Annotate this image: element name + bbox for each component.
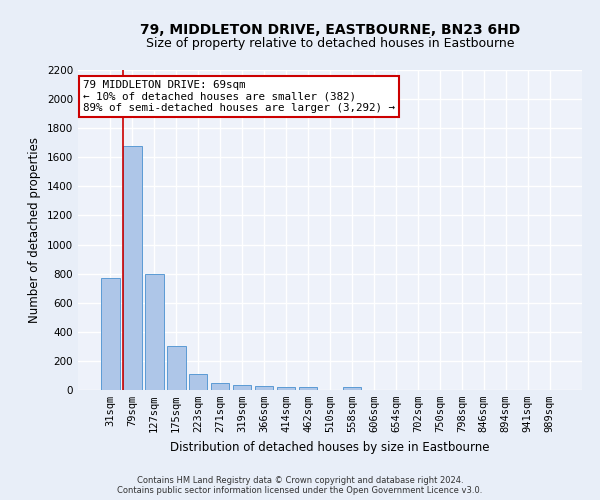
Bar bbox=[167, 346, 185, 390]
Bar bbox=[255, 386, 274, 390]
Text: Size of property relative to detached houses in Eastbourne: Size of property relative to detached ho… bbox=[146, 38, 514, 51]
Bar bbox=[233, 385, 251, 390]
Bar bbox=[277, 387, 295, 390]
Bar bbox=[101, 278, 119, 390]
Bar bbox=[189, 374, 208, 390]
Text: Contains HM Land Registry data © Crown copyright and database right 2024.
Contai: Contains HM Land Registry data © Crown c… bbox=[118, 476, 482, 495]
Text: 79, MIDDLETON DRIVE, EASTBOURNE, BN23 6HD: 79, MIDDLETON DRIVE, EASTBOURNE, BN23 6H… bbox=[140, 22, 520, 36]
Bar bbox=[299, 387, 317, 390]
Bar bbox=[343, 387, 361, 390]
X-axis label: Distribution of detached houses by size in Eastbourne: Distribution of detached houses by size … bbox=[170, 440, 490, 454]
Bar bbox=[123, 146, 142, 390]
Y-axis label: Number of detached properties: Number of detached properties bbox=[28, 137, 41, 323]
Bar bbox=[145, 274, 164, 390]
Bar bbox=[211, 384, 229, 390]
Text: 79 MIDDLETON DRIVE: 69sqm
← 10% of detached houses are smaller (382)
89% of semi: 79 MIDDLETON DRIVE: 69sqm ← 10% of detac… bbox=[83, 80, 395, 113]
